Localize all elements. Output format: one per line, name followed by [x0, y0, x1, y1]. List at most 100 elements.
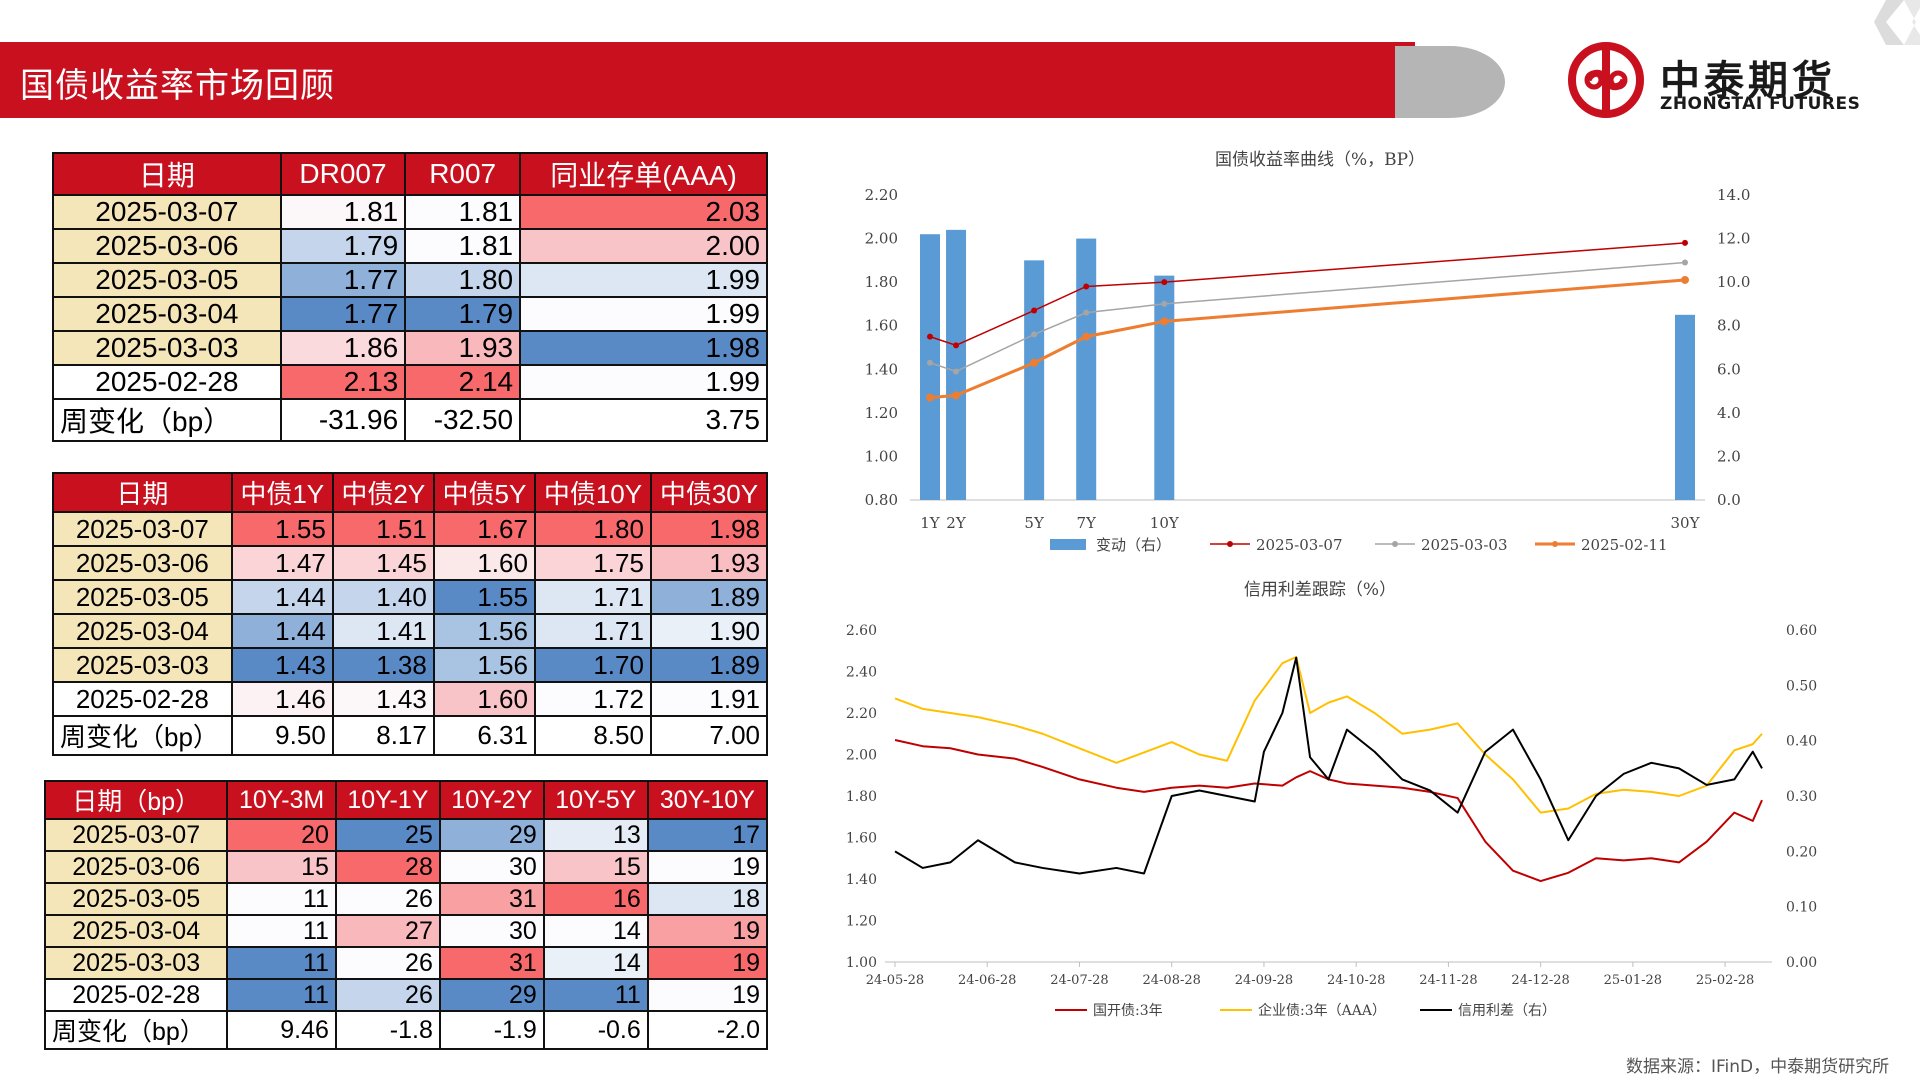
date-cell: 2025-03-06 [52, 545, 233, 581]
value-cell: 1.93 [404, 330, 522, 366]
date-cell: 2025-03-03 [43, 946, 229, 980]
zhongtai-logo-icon [1568, 42, 1644, 118]
series-line-2025-03-03 [929, 261, 1686, 373]
value-cell: 30 [438, 914, 545, 948]
header-cell: 10Y-3M [226, 780, 337, 820]
change-cell: 6.31 [432, 715, 536, 756]
value-cell: 1.77 [279, 296, 407, 332]
date-cell: 2025-02-28 [43, 978, 229, 1012]
bar-change-5Y [1024, 260, 1045, 500]
value-cell: 19 [646, 946, 769, 980]
date-cell: 2025-03-06 [52, 228, 282, 264]
value-cell: 1.45 [331, 545, 435, 581]
value-cell: 1.86 [279, 330, 407, 366]
value-cell: 11 [226, 946, 337, 980]
value-cell: 15 [226, 850, 337, 884]
value-cell: 1.77 [279, 262, 407, 298]
x-tick-label: 24-05-28 [866, 973, 924, 988]
value-cell: 1.71 [533, 579, 652, 615]
legend-label: 2025-03-03 [1421, 536, 1507, 554]
table-row: 2025-03-04 11 27 30 14 19 [43, 914, 769, 948]
brand-name-cn: 中泰期货 [1660, 58, 1836, 104]
value-cell: 1.89 [649, 579, 769, 615]
chart-title: 国债收益率曲线（%，BP） [1215, 150, 1425, 170]
table-row: 2025-03-03 1.43 1.38 1.56 1.70 1.89 [52, 647, 769, 683]
change-cell: 9.46 [226, 1010, 337, 1050]
value-cell: 1.60 [432, 681, 536, 717]
y-left-tick-label: 1.40 [865, 360, 898, 378]
y-left-tick-label: 2.40 [846, 665, 877, 681]
change-cell: -1.8 [334, 1010, 441, 1050]
data-source-note: 数据来源：IFinD，中泰期货研究所 [1626, 1057, 1890, 1077]
value-cell: 1.40 [331, 579, 435, 615]
legend-label: 2025-03-07 [1256, 536, 1342, 554]
change-cell: -0.6 [542, 1010, 649, 1050]
series-point [927, 359, 933, 366]
value-cell: 1.81 [404, 228, 522, 264]
y-right-tick-label: 0.40 [1786, 734, 1817, 750]
value-cell: 1.80 [533, 511, 652, 547]
y-left-tick-label: 1.00 [846, 955, 877, 971]
legend-label: 国开债:3年 [1093, 1003, 1163, 1019]
value-cell: 1.79 [404, 296, 522, 332]
y-left-tick-label: 1.20 [846, 914, 877, 930]
y-right-tick-label: 0.0 [1717, 491, 1741, 509]
banner-shadow [1395, 46, 1505, 118]
header-cell: 日期（bp） [43, 780, 229, 820]
x-tick-label: 30Y [1671, 514, 1701, 532]
value-cell: 29 [438, 818, 545, 852]
value-cell: 31 [438, 946, 545, 980]
date-cell: 2025-03-07 [52, 511, 233, 547]
value-cell: 1.72 [533, 681, 652, 717]
table-row: 2025-02-28 11 26 29 11 19 [43, 978, 769, 1012]
series-point [1083, 309, 1090, 316]
bar-change-2Y [946, 229, 967, 500]
corner-decoration [1874, 0, 1920, 45]
date-cell: 2025-03-04 [52, 296, 282, 332]
date-cell: 2025-03-05 [52, 579, 233, 615]
series-line-2025-02-11 [929, 278, 1686, 400]
series-point [953, 368, 960, 375]
value-cell: 2.00 [519, 228, 768, 264]
table-row: 2025-03-05 1.44 1.40 1.55 1.71 1.89 [52, 579, 769, 615]
table-row: 2025-03-07 1.55 1.51 1.67 1.80 1.98 [52, 511, 769, 547]
funding-rate-table: 日期 DR007 R007 同业存单(AAA) 2025-03-07 1.81 1.… [52, 152, 768, 442]
value-cell: 1.98 [519, 330, 768, 366]
value-cell: 1.75 [533, 545, 652, 581]
value-cell: 1.99 [519, 296, 768, 332]
header-cell: 中债30Y [649, 472, 769, 513]
y-right-tick-label: 0.60 [1786, 623, 1817, 639]
header-cell: R007 [404, 152, 522, 196]
table-row: 2025-03-07 1.81 1.81 2.03 [52, 194, 768, 230]
value-cell: 1.70 [533, 647, 652, 683]
x-tick-label: 10Y [1150, 514, 1180, 532]
header-cell: 同业存单(AAA) [519, 152, 768, 196]
value-cell: 1.38 [331, 647, 435, 683]
value-cell: 20 [226, 818, 337, 852]
date-cell: 2025-03-04 [43, 914, 229, 948]
value-cell: 1.41 [331, 613, 435, 649]
treasury-yield-table: 日期 中债1Y 中债2Y 中债5Y 中债10Y 中债30Y 2025-03-07… [52, 472, 769, 756]
series-point [1161, 279, 1168, 286]
x-tick-label: 5Y [1024, 514, 1045, 532]
bar-change-1Y [920, 234, 940, 500]
value-cell: 1.91 [649, 681, 769, 717]
x-tick-label: 1Y [920, 514, 941, 532]
x-tick-label: 24-09-28 [1235, 973, 1293, 988]
header-cell: 10Y-2Y [438, 780, 545, 820]
change-cell: -2.0 [646, 1010, 769, 1050]
y-right-tick-label: 8.0 [1717, 317, 1741, 335]
x-tick-label: 7Y [1076, 514, 1097, 532]
value-cell: 19 [646, 914, 769, 948]
value-cell: 1.60 [432, 545, 536, 581]
header-cell: 30Y-10Y [646, 780, 769, 820]
y-left-tick-label: 0.80 [865, 491, 898, 509]
series-line-2 [894, 656, 1763, 875]
date-cell: 2025-03-04 [52, 613, 233, 649]
header-cell: 中债2Y [331, 472, 435, 513]
value-cell: 1.79 [279, 228, 407, 264]
x-tick-label: 24-10-28 [1327, 973, 1385, 988]
bar-change-10Y [1154, 275, 1175, 500]
table-row: 2025-03-06 15 28 30 15 19 [43, 850, 769, 884]
value-cell: 1.44 [230, 613, 334, 649]
